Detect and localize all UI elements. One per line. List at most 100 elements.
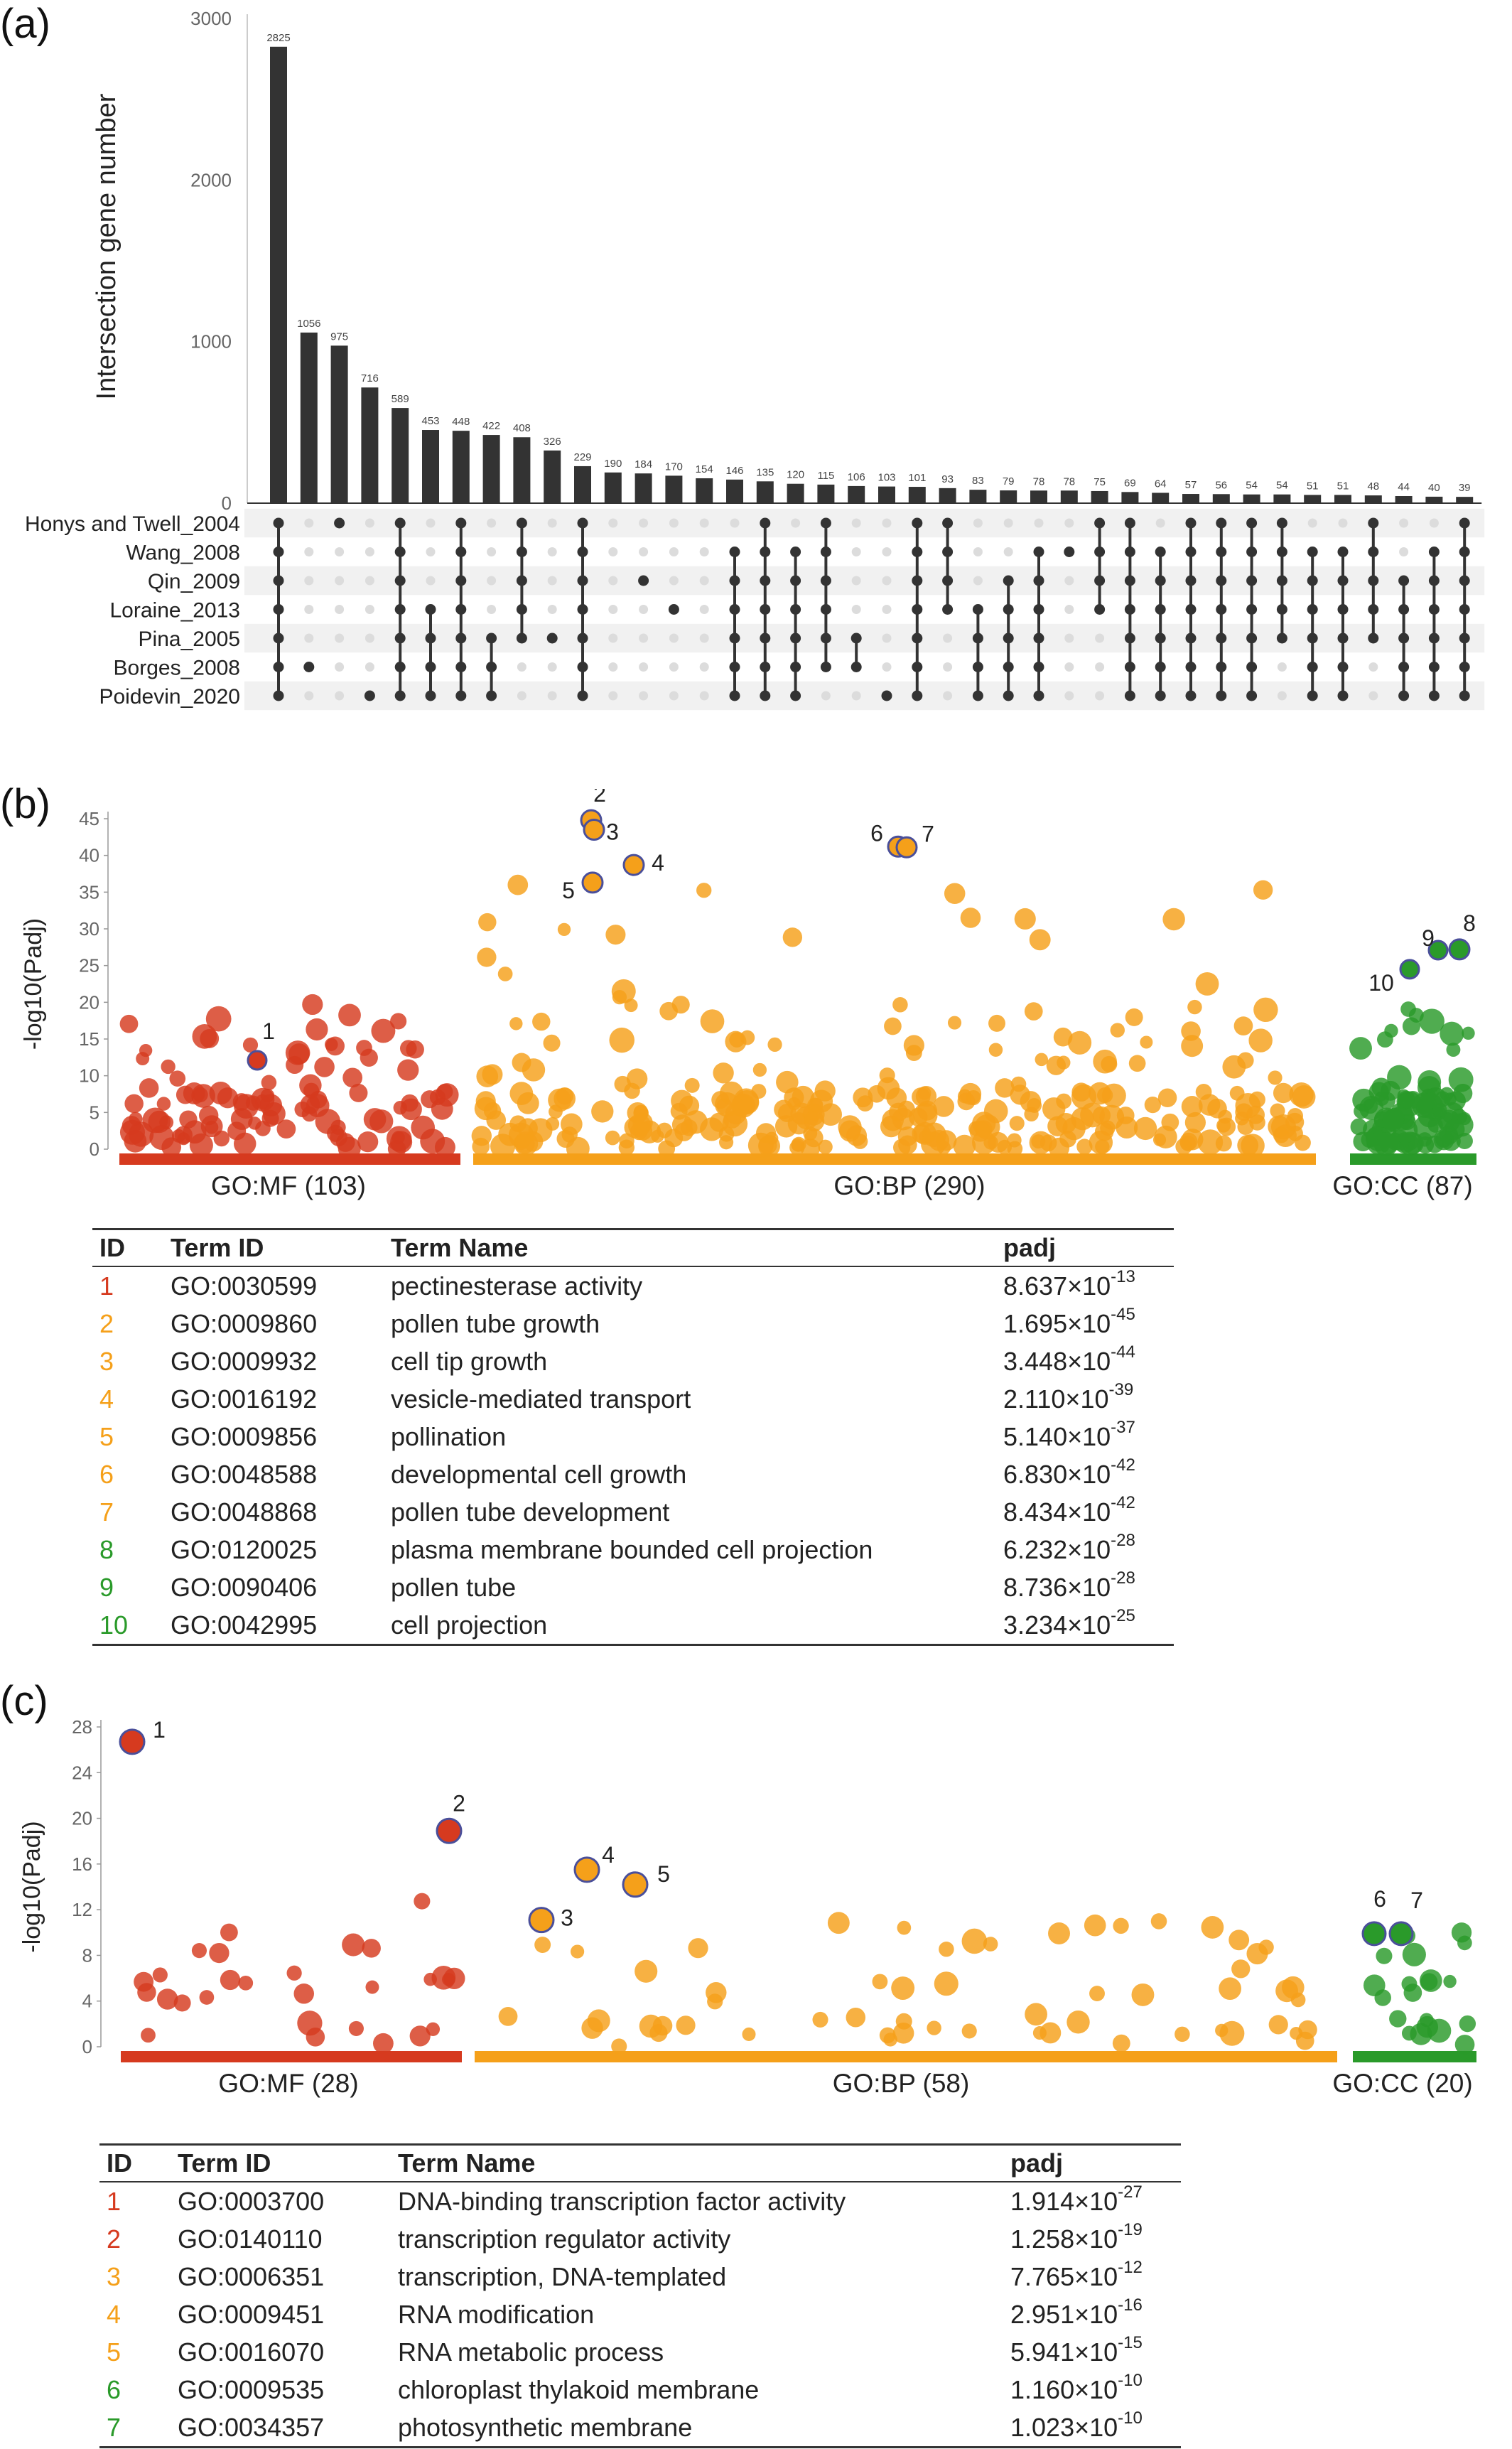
matrix-dot: [639, 662, 649, 672]
data-point: [1215, 2023, 1228, 2038]
point-label: 5: [562, 878, 575, 903]
data-point: [306, 1018, 328, 1041]
matrix-dot: [1034, 518, 1044, 528]
bar: [756, 481, 774, 503]
padj-mantissa: 2.951×10: [1010, 2299, 1118, 2329]
matrix-dot: [669, 576, 679, 586]
matrix-dot-active: [1337, 575, 1349, 586]
row-term-name: RNA modification: [398, 2299, 595, 2329]
group-axis-bar: [473, 1153, 1316, 1165]
data-point: [1014, 908, 1036, 930]
data-point: [983, 1937, 998, 1952]
bar: [1121, 492, 1139, 503]
y-tick-label: 0: [90, 1139, 99, 1160]
matrix-dot-active: [1216, 547, 1227, 557]
bar: [513, 437, 531, 503]
bar-value-label: 716: [361, 372, 379, 384]
matrix-dot-active: [790, 690, 801, 701]
row-padj: 8.736×10-28: [996, 1568, 1174, 1606]
y-tick-label: 45: [79, 808, 99, 829]
y-tick-label: 16: [72, 1853, 92, 1875]
matrix-dot-active: [1459, 575, 1470, 586]
matrix-dot: [608, 633, 618, 643]
y-axis-label: -log10(Padj): [20, 918, 47, 1050]
matrix-dot-active: [394, 575, 406, 586]
data-point: [472, 1137, 490, 1156]
row-padj: 1.914×10-27: [1003, 2182, 1181, 2220]
data-point: [639, 2014, 663, 2038]
data-point: [1162, 908, 1185, 931]
data-point: [719, 1081, 744, 1105]
row-term-name: pollen tube: [391, 1572, 517, 1602]
data-point: [1010, 1084, 1030, 1105]
matrix-dot-active: [1185, 547, 1197, 557]
bar-value-label: 51: [1307, 480, 1319, 492]
matrix-dot-active: [729, 604, 740, 615]
matrix-dot-active: [1368, 575, 1379, 586]
matrix-dot: [669, 547, 679, 556]
matrix-dot-active: [1459, 662, 1470, 672]
data-point: [393, 1101, 407, 1115]
matrix-dot-active: [760, 690, 771, 701]
data-point: [627, 1114, 651, 1137]
data-point: [1427, 2018, 1452, 2043]
data-point: [688, 1938, 708, 1959]
matrix-dot-active: [912, 690, 923, 701]
panel-label-c: (c): [0, 1678, 48, 1724]
data-point: [205, 1006, 232, 1032]
matrix-dot-active: [760, 547, 771, 557]
data-point: [1009, 1116, 1025, 1131]
padj-mantissa: 3.448×10: [1003, 1346, 1111, 1376]
matrix-dot-active: [1459, 633, 1470, 644]
y-tick-label: 4: [82, 1991, 92, 2012]
matrix-dot: [669, 691, 679, 701]
data-point: [509, 1115, 526, 1132]
data-point: [1451, 1922, 1472, 1943]
matrix-dot-active: [638, 575, 649, 586]
matrix-dot-active: [1003, 633, 1014, 644]
matrix-dot-active: [1276, 547, 1287, 557]
data-point: [1235, 1112, 1249, 1126]
matrix-dot-active: [912, 633, 923, 644]
data-point: [1295, 2031, 1314, 2050]
row-id: 8: [99, 1534, 114, 1564]
data-point: [357, 1131, 379, 1153]
matrix-dot: [639, 691, 649, 701]
data-point: [189, 1133, 213, 1157]
bar: [330, 345, 348, 503]
data-point: [1248, 1028, 1273, 1053]
data-point: [543, 1034, 561, 1052]
data-point: [611, 2038, 627, 2055]
data-point: [1248, 1091, 1265, 1108]
matrix-dot-active: [972, 604, 983, 615]
bar-value-label: 170: [665, 461, 683, 473]
data-point: [509, 1017, 523, 1030]
set-label: Borges_2008: [114, 657, 240, 680]
data-point: [373, 2033, 394, 2054]
matrix-dot-active: [1337, 547, 1349, 557]
bar-value-label: 64: [1155, 478, 1167, 490]
data-point: [421, 1090, 439, 1109]
matrix-dot-active: [577, 604, 588, 615]
header-term-id: Term ID: [163, 1228, 384, 1267]
bar: [1152, 493, 1170, 503]
data-point: [174, 1126, 193, 1144]
bar-value-label: 78: [1063, 475, 1075, 488]
data-point: [1432, 1102, 1447, 1117]
bar-value-label: 975: [330, 330, 348, 343]
point-label: 1: [262, 1018, 275, 1044]
table-row: 7 GO:0034357 photosynthetic membrane 1.023×…: [99, 2408, 1181, 2448]
data-point: [1403, 1984, 1422, 2002]
row-term-name: cell projection: [384, 1606, 996, 1646]
data-point: [1040, 2022, 1062, 2044]
bar: [422, 430, 439, 503]
data-point: [1462, 1026, 1475, 1040]
matrix-dot-active: [1216, 690, 1227, 701]
data-point: [988, 1014, 1005, 1032]
matrix-dot: [973, 518, 983, 528]
matrix-dot-active: [1428, 575, 1440, 586]
panel-label-b: (b): [0, 781, 50, 827]
highlighted-point: [1427, 940, 1449, 961]
matrix-dot-active: [1185, 690, 1197, 701]
highlighted-point: [436, 1817, 463, 1844]
